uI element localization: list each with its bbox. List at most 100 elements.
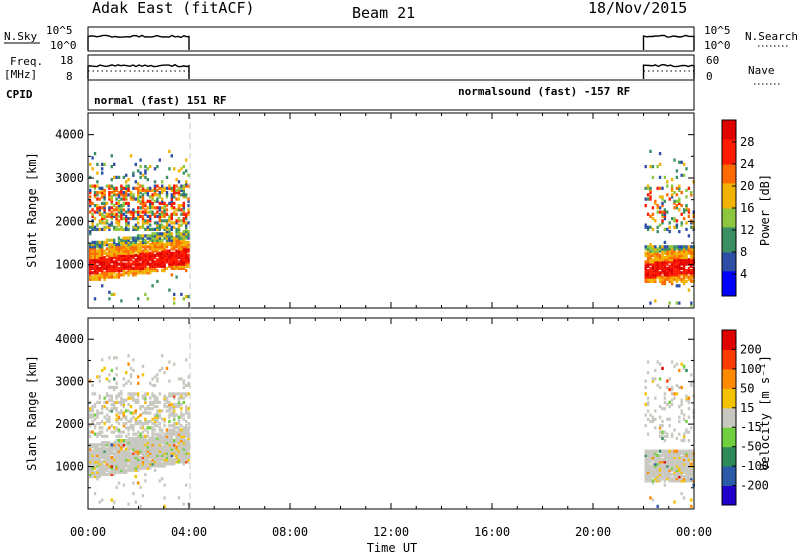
heatmap-cell <box>658 162 662 166</box>
heatmap-cell <box>120 188 123 192</box>
heatmap-cell <box>182 413 185 417</box>
heatmap-cell <box>125 271 128 275</box>
heatmap-cell <box>89 188 92 192</box>
heatmap-cell <box>103 201 106 205</box>
heatmap-cell <box>161 232 164 236</box>
heatmap-cell <box>134 445 137 449</box>
heatmap-cell <box>675 264 679 268</box>
heatmap-cell <box>144 171 147 175</box>
heatmap-cell <box>93 204 97 208</box>
heatmap-cell <box>139 455 142 460</box>
nsky-line <box>642 34 695 50</box>
heatmap-cell <box>175 221 178 225</box>
heatmap-cell <box>139 214 142 218</box>
heatmap-cell <box>678 245 681 249</box>
heatmap-cell <box>682 273 686 277</box>
heatmap-cell <box>161 212 164 216</box>
heatmap-cell <box>101 193 104 197</box>
heatmap-cell <box>163 236 166 240</box>
colorbar-segment <box>722 446 736 467</box>
heatmap-cell <box>168 360 171 364</box>
heatmap-cell <box>163 441 166 445</box>
heatmap-cell <box>146 191 149 195</box>
heatmap-cell <box>661 253 664 257</box>
heatmap-cell <box>122 430 125 434</box>
heatmap-cell <box>675 455 679 460</box>
heatmap-cell <box>149 243 152 247</box>
heatmap-cell <box>666 466 669 470</box>
heatmap-cell <box>175 253 178 257</box>
heatmap-cell <box>122 208 125 212</box>
heatmap-cell <box>110 443 113 447</box>
heatmap-cell <box>687 462 691 466</box>
heatmap-cell <box>98 422 101 426</box>
heatmap-cell <box>129 253 133 257</box>
heatmap-cell <box>690 462 693 466</box>
heatmap-cell <box>98 269 101 273</box>
heatmap-cell <box>93 266 97 270</box>
heatmap-cell <box>103 266 106 270</box>
heatmap-cell <box>654 249 657 253</box>
heatmap-cell <box>146 214 149 218</box>
heatmap-cell <box>658 415 662 419</box>
heatmap-cell <box>101 447 104 451</box>
power-heatmap <box>89 149 695 307</box>
heatmap-cell <box>129 258 133 262</box>
heatmap-cell <box>129 381 133 385</box>
heatmap-cell <box>117 430 121 434</box>
heatmap-cell <box>117 208 121 212</box>
heatmap-cell <box>144 240 147 244</box>
heatmap-cell <box>134 417 137 421</box>
heatmap-cell <box>661 251 664 255</box>
heatmap-cell <box>89 407 92 411</box>
heatmap-cell <box>96 206 99 210</box>
heatmap-cell <box>151 400 154 404</box>
heatmap-cell <box>182 396 185 400</box>
heatmap-cell <box>678 266 681 270</box>
heatmap-cell <box>673 464 676 468</box>
heatmap-cell <box>656 266 659 270</box>
heatmap-cell <box>668 417 671 421</box>
heatmap-cell <box>170 462 173 466</box>
heatmap-cell <box>175 208 178 212</box>
heatmap-cell <box>132 253 135 257</box>
heatmap-cell <box>654 472 657 477</box>
heatmap-cell <box>91 243 94 247</box>
heatmap-cell <box>687 396 691 400</box>
heatmap-cell <box>180 453 183 457</box>
heatmap-cell <box>663 449 667 453</box>
heatmap-cell <box>656 477 659 481</box>
colorbar-tick-label: 8 <box>740 245 747 259</box>
heatmap-cell <box>163 451 166 455</box>
heatmap-cell <box>101 460 104 464</box>
heatmap-cell <box>141 264 145 268</box>
colorbar-segment <box>722 189 736 196</box>
heatmap-cell <box>682 253 686 257</box>
heatmap-cell <box>127 466 130 470</box>
heatmap-cell <box>132 208 135 212</box>
heatmap-cell <box>122 227 125 231</box>
colorbar-tick-label: -100 <box>740 459 769 473</box>
colorbar-segment <box>722 270 736 278</box>
heatmap-cell <box>110 275 113 279</box>
heatmap-cell <box>161 247 164 251</box>
power-ylabel: Slant Range [km] <box>25 152 39 268</box>
heatmap-cell <box>93 466 97 470</box>
heatmap-cell <box>110 455 113 460</box>
heatmap-cell <box>161 180 164 184</box>
heatmap-cell <box>96 251 99 255</box>
heatmap-cell <box>658 256 662 260</box>
heatmap-cell <box>113 175 116 179</box>
heatmap-cell <box>173 301 176 305</box>
heatmap-cell <box>91 475 94 479</box>
heatmap-cell <box>113 266 116 270</box>
heatmap-cell <box>156 453 159 457</box>
heatmap-cell <box>685 227 688 231</box>
heatmap-cell <box>149 238 152 242</box>
heatmap-cell <box>654 453 657 457</box>
heatmap-cell <box>91 275 94 279</box>
heatmap-cell <box>108 193 111 197</box>
heatmap-cell <box>144 165 147 169</box>
heatmap-cell <box>673 251 676 255</box>
